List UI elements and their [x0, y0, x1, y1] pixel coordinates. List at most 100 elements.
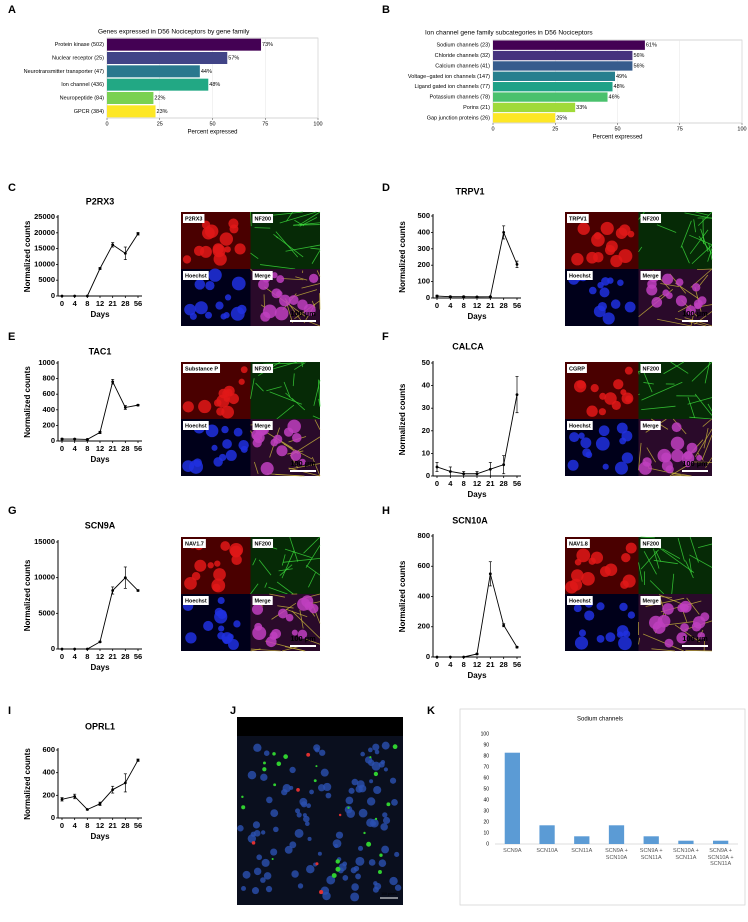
cell — [203, 620, 214, 632]
cell — [277, 608, 288, 619]
marker-dot — [374, 817, 378, 821]
x-axis-label: Days — [467, 312, 487, 321]
data-point — [85, 438, 89, 441]
data-point — [136, 403, 140, 407]
x-tick-label: SCN9A + SCN10A + SCN11A — [707, 848, 734, 867]
fiber — [291, 397, 306, 411]
cell — [297, 597, 311, 611]
y-tick-label: 100 — [481, 731, 490, 737]
fiber — [663, 361, 685, 375]
cell — [602, 463, 609, 470]
cell — [287, 419, 301, 434]
cell — [610, 254, 623, 268]
fiber — [656, 224, 677, 233]
bar — [493, 92, 608, 102]
fiber — [252, 558, 257, 566]
fiber — [638, 370, 640, 375]
y-tick-label: 500 — [417, 211, 430, 220]
channel-label-box — [567, 539, 590, 548]
value-label: 73% — [262, 42, 273, 48]
nucleus — [378, 859, 387, 868]
fiber — [689, 229, 709, 255]
channel-label-box — [183, 364, 221, 373]
data-point — [98, 267, 102, 270]
fiber — [312, 415, 321, 420]
bar — [493, 113, 556, 123]
data-line — [62, 233, 139, 297]
fiber — [687, 397, 713, 405]
cell — [234, 243, 246, 255]
category-label: Porins (21) — [463, 105, 490, 111]
fiber — [653, 543, 695, 573]
nucleus — [250, 831, 256, 837]
cell — [578, 432, 585, 439]
marker-dot — [262, 767, 267, 772]
y-tick-label: 20000 — [34, 228, 55, 237]
nucleus — [389, 777, 397, 784]
channel-label-box — [252, 214, 274, 223]
channel-label: Merge — [643, 273, 659, 279]
data-point — [98, 431, 102, 434]
x-tick-label: 8 — [462, 479, 466, 488]
cell — [184, 303, 196, 316]
cell — [597, 281, 604, 289]
cell — [221, 405, 234, 419]
cell — [657, 614, 671, 628]
cell — [291, 629, 298, 636]
nucleus — [351, 778, 359, 786]
fiber — [318, 398, 321, 407]
data-point — [60, 797, 64, 801]
panel-letter: I — [8, 705, 11, 717]
bar — [493, 61, 633, 71]
marker-dot — [271, 857, 274, 861]
fiber — [693, 219, 696, 233]
y-tick-label: 20 — [483, 819, 489, 825]
panel-letter: A — [8, 4, 16, 16]
x-tick-label: SCN11A — [571, 848, 593, 854]
cell — [620, 580, 629, 589]
x-tick-label: 0 — [435, 479, 439, 488]
data-point — [123, 406, 127, 409]
cell — [204, 224, 219, 239]
data-point — [73, 795, 77, 798]
marker-dot — [315, 862, 319, 866]
nucleus — [344, 805, 353, 814]
x-tick-label: 25 — [157, 121, 163, 127]
cell — [292, 433, 302, 443]
nucleus — [309, 789, 314, 795]
channel-label: Hoechst — [185, 273, 207, 279]
nucleus — [389, 876, 398, 886]
x-tick-label: 56 — [513, 660, 521, 669]
x-axis-label: Days — [467, 490, 487, 499]
cell — [586, 405, 598, 417]
cell — [598, 425, 610, 437]
cell — [613, 379, 624, 390]
bar — [504, 752, 520, 844]
category-label: Chloride channels (32) — [435, 53, 491, 59]
cell — [618, 636, 632, 651]
cell — [193, 458, 202, 468]
marker-dot — [313, 779, 317, 783]
y-axis-label: Normalized counts — [398, 560, 407, 632]
cell — [297, 629, 308, 639]
fiber — [697, 268, 713, 271]
cell — [231, 276, 246, 291]
scale-label: 100 µm — [290, 634, 316, 643]
x-tick-label: 25 — [552, 126, 558, 132]
nucleus — [342, 875, 349, 881]
nucleus — [303, 815, 310, 823]
nucleus — [270, 848, 278, 856]
x-tick-label: 100 — [737, 126, 746, 132]
data-point — [123, 251, 127, 255]
data-point — [60, 647, 64, 651]
fiber — [284, 548, 312, 559]
panel-letter: C — [8, 182, 16, 194]
y-tick-label: 400 — [417, 591, 430, 600]
y-tick-label: 15000 — [34, 537, 55, 546]
marker-dot — [241, 805, 246, 810]
fiber — [305, 638, 321, 645]
channel-label-box — [640, 364, 662, 373]
x-tick-label: 8 — [462, 301, 466, 310]
category-label: Potassium channels (78) — [429, 95, 490, 101]
bar — [493, 40, 645, 50]
